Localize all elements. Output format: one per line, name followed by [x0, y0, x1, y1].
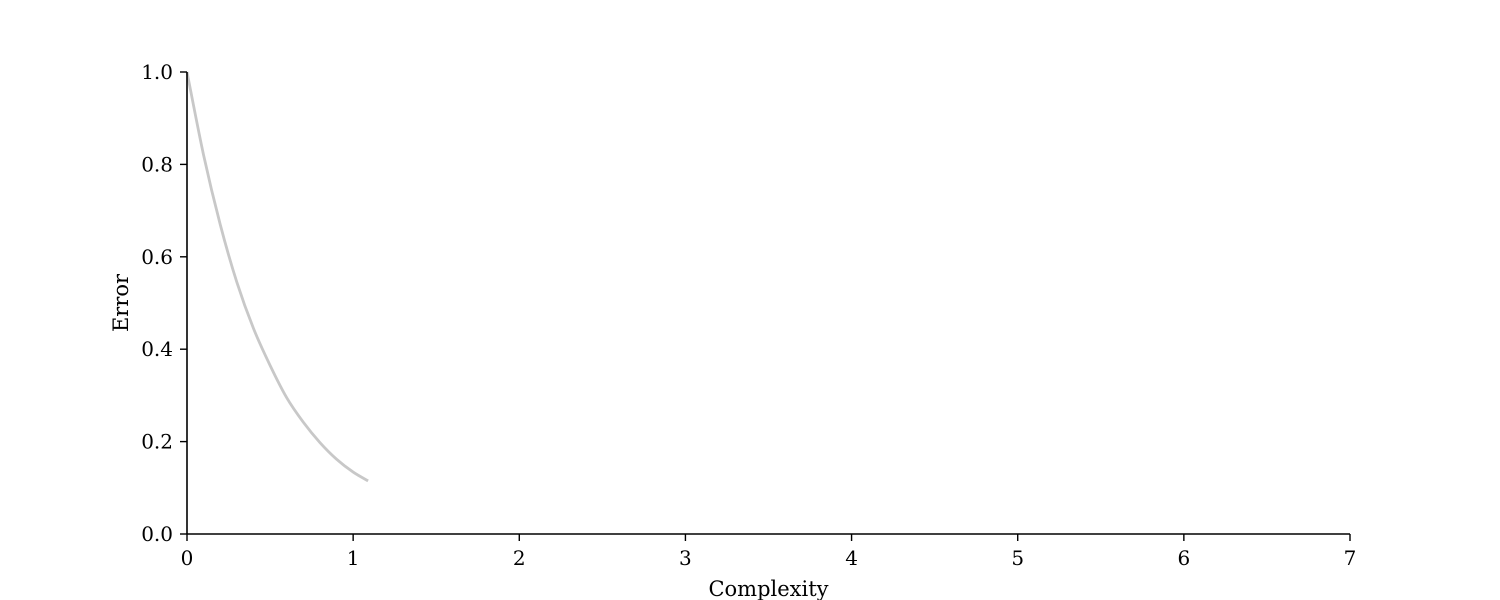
y-tick-label: 1.0	[141, 60, 173, 84]
y-tick-label: 0.4	[141, 337, 173, 361]
x-tick-label: 5	[1011, 546, 1024, 570]
y-tick-label: 0.8	[141, 152, 173, 176]
series-line-0	[185, 71, 369, 483]
x-tick-label: 0	[181, 546, 194, 570]
y-tick-label: 0.6	[141, 245, 173, 269]
x-tick-label: 4	[845, 546, 858, 570]
y-tick-label: 0.0	[141, 522, 173, 546]
x-tick-label: 3	[679, 546, 692, 570]
x-tick-label: 1	[347, 546, 360, 570]
x-tick-label: 7	[1344, 546, 1357, 570]
x-tick-label: 2	[513, 546, 526, 570]
plot-area	[185, 71, 369, 483]
y-tick-label: 0.2	[141, 430, 173, 454]
y-axis-label: Error	[109, 273, 133, 332]
x-tick-label: 6	[1177, 546, 1190, 570]
x-axis-label: Complexity	[708, 577, 828, 600]
axes: 0 1 2 3 4 5 6 7 0.0 0.2 0.4 0.6 0.8 1.0	[141, 60, 1356, 570]
